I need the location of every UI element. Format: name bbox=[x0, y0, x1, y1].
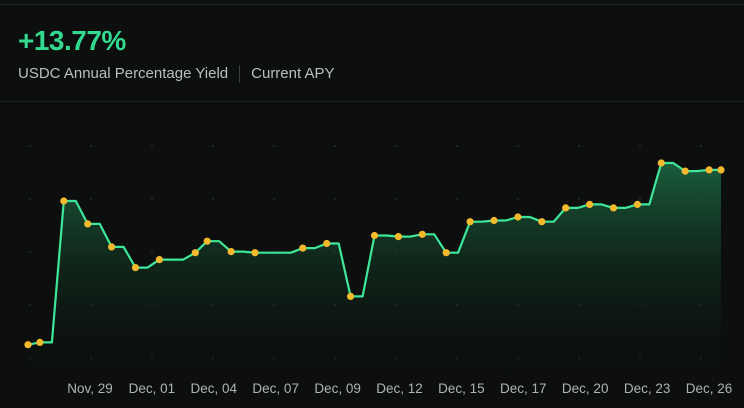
grid-dot bbox=[639, 198, 641, 200]
apy-value: +13.77% bbox=[18, 25, 126, 56]
grid-dot bbox=[151, 145, 153, 147]
grid-dot bbox=[517, 145, 519, 147]
x-tick-label: Dec, 26 bbox=[686, 381, 733, 396]
label-separator bbox=[239, 65, 241, 83]
data-point[interactable] bbox=[347, 292, 355, 300]
grid-dot bbox=[151, 251, 153, 253]
data-point[interactable] bbox=[657, 159, 665, 167]
data-point[interactable] bbox=[538, 218, 546, 226]
grid-dot bbox=[639, 145, 641, 147]
x-tick-label: Dec, 12 bbox=[376, 381, 423, 396]
grid-dot bbox=[273, 198, 275, 200]
apy-subtitle: USDC Annual Percentage Yield Current APY bbox=[18, 65, 335, 83]
grid-dot bbox=[29, 145, 31, 147]
grid-dot bbox=[456, 145, 458, 147]
x-tick-label: Dec, 04 bbox=[191, 381, 238, 396]
data-point[interactable] bbox=[84, 220, 92, 228]
grid-dot bbox=[395, 145, 397, 147]
data-point[interactable] bbox=[418, 230, 426, 238]
data-point[interactable] bbox=[717, 166, 725, 174]
data-point[interactable] bbox=[466, 218, 474, 226]
x-tick-label: Dec, 20 bbox=[562, 381, 609, 396]
data-point[interactable] bbox=[227, 248, 235, 256]
apy-label: USDC Annual Percentage Yield bbox=[18, 65, 229, 82]
data-point[interactable] bbox=[251, 249, 259, 257]
data-point[interactable] bbox=[155, 256, 163, 264]
grid-dot bbox=[151, 198, 153, 200]
data-points bbox=[24, 159, 725, 349]
grid-dot bbox=[90, 145, 92, 147]
grid-dot bbox=[334, 145, 336, 147]
data-point[interactable] bbox=[490, 216, 498, 225]
data-point[interactable] bbox=[191, 249, 199, 257]
grid-dot bbox=[456, 198, 458, 200]
x-tick-label: Dec, 23 bbox=[624, 381, 671, 396]
chart-area-fill bbox=[28, 163, 721, 384]
grid-dot bbox=[212, 145, 214, 147]
grid-dot bbox=[29, 198, 31, 200]
header-divider bbox=[0, 101, 744, 102]
data-point[interactable] bbox=[514, 213, 522, 221]
apy-header: +13.77% USDC Annual Percentage Yield Cur… bbox=[18, 26, 335, 83]
data-point[interactable] bbox=[36, 338, 44, 346]
data-point[interactable] bbox=[131, 264, 140, 272]
x-axis-ticks: Nov, 29 Dec, 01 Dec, 04 Dec, 07 Dec, 09 Dec, … bbox=[67, 381, 732, 396]
grid-dot bbox=[578, 198, 580, 200]
data-point[interactable] bbox=[370, 231, 379, 240]
data-point[interactable] bbox=[24, 341, 32, 349]
data-point[interactable] bbox=[609, 204, 618, 212]
data-point[interactable] bbox=[60, 197, 68, 205]
grid-dot bbox=[29, 304, 31, 306]
data-point[interactable] bbox=[633, 200, 642, 208]
data-point[interactable] bbox=[562, 204, 570, 212]
data-point[interactable] bbox=[681, 167, 689, 175]
x-tick-label: Dec, 09 bbox=[314, 381, 361, 396]
grid-dot bbox=[273, 145, 275, 147]
data-point[interactable] bbox=[203, 237, 211, 245]
data-point[interactable] bbox=[394, 233, 402, 241]
grid-dot bbox=[29, 251, 31, 253]
grid-dot bbox=[212, 198, 214, 200]
data-point[interactable] bbox=[323, 239, 331, 248]
data-point[interactable] bbox=[442, 249, 450, 257]
x-tick-label: Dec, 07 bbox=[252, 381, 299, 396]
apy-line-chart[interactable]: Nov, 29 Dec, 01 Dec, 04 Dec, 07 Dec, 09 Dec, … bbox=[0, 102, 744, 408]
current-apy-label: Current APY bbox=[251, 65, 335, 82]
grid-dot bbox=[90, 198, 92, 200]
data-point[interactable] bbox=[586, 200, 594, 208]
x-tick-label: Dec, 15 bbox=[438, 381, 485, 396]
grid-dot bbox=[334, 198, 336, 200]
x-tick-label: Dec, 17 bbox=[500, 381, 547, 396]
data-point[interactable] bbox=[299, 244, 307, 252]
x-tick-label: Nov, 29 bbox=[67, 381, 113, 396]
grid-dot bbox=[395, 198, 397, 200]
data-point[interactable] bbox=[108, 243, 116, 251]
grid-dot bbox=[517, 198, 519, 200]
data-point[interactable] bbox=[705, 166, 713, 174]
x-tick-label: Dec, 01 bbox=[129, 381, 176, 396]
panel-top-border bbox=[0, 0, 744, 5]
grid-dot bbox=[578, 145, 580, 147]
grid-dot bbox=[700, 145, 702, 147]
